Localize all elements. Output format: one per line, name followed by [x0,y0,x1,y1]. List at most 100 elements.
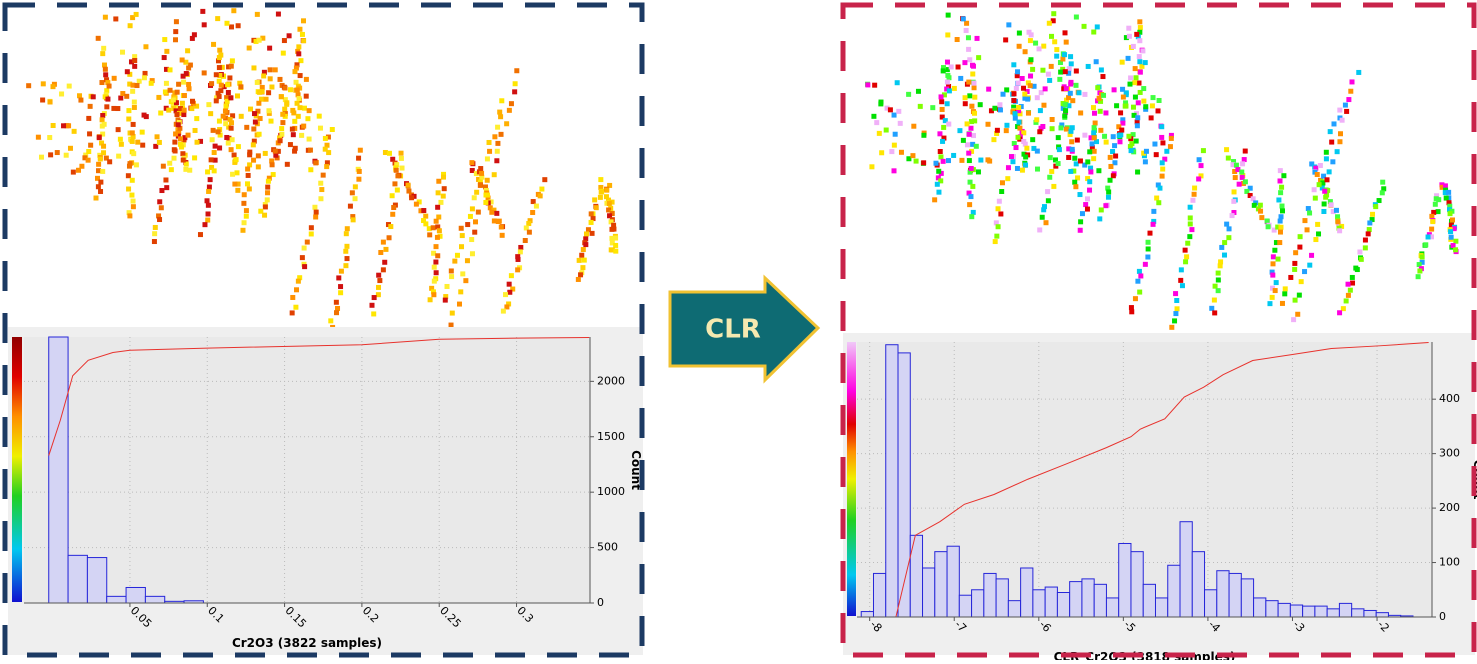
bar [1154,597,1169,618]
sample-point [101,143,107,149]
sample-point [156,94,162,100]
sample-point [1015,134,1021,140]
sample-point [1275,224,1281,230]
sample-point [1066,66,1072,72]
sample-point [292,69,298,75]
sample-point [129,177,135,183]
sample-point [1094,24,1100,30]
bar [860,611,874,618]
sample-point [498,131,504,137]
sample-point [999,189,1005,195]
bar [885,344,899,618]
sample-point [1031,83,1037,89]
sample-point [1041,43,1047,49]
sample-point [217,145,223,151]
bar [1228,572,1242,618]
sample-point [1370,211,1376,217]
sample-point [67,145,73,151]
sample-point [1034,95,1040,101]
sample-point [1060,56,1066,62]
sample-point [964,20,970,26]
sample-point [299,31,305,37]
sample-point [579,252,585,258]
bar [1020,567,1034,618]
sample-point [1051,183,1057,189]
sample-point [1057,60,1063,66]
sample-point [1345,292,1351,298]
sample-point [437,233,443,239]
sample-point [1066,103,1072,109]
sample-point [47,135,53,141]
bar [144,595,166,604]
sample-point [105,80,111,86]
sample-point [1137,69,1143,75]
sample-point [1030,66,1036,72]
sample-point [1024,145,1030,151]
sample-point [1321,173,1327,179]
sample-point [1140,48,1146,54]
sample-point [222,108,228,114]
sample-point [133,162,139,168]
sample-point [352,196,358,202]
point-clouds [26,8,1459,330]
sample-point [206,184,212,190]
sample-point [61,123,67,129]
sample-point [319,187,325,193]
sample-point [413,201,419,207]
sample-point [1224,221,1230,227]
sample-point [1302,269,1308,275]
sample-point [216,94,222,100]
sample-point [1026,29,1032,35]
sample-point [99,117,105,123]
sample-point [247,152,253,158]
sample-point [1100,74,1106,80]
sample-point [1349,274,1355,280]
sample-point [1005,165,1011,171]
sample-point [238,113,244,119]
sample-point [1350,280,1356,286]
sample-point [38,154,44,160]
sample-point [405,182,411,188]
sample-point [164,185,170,191]
sample-point [1141,153,1147,159]
sample-point [971,80,977,86]
sample-point [1379,190,1385,196]
sample-point [460,271,466,277]
sample-point [162,37,168,43]
sample-point [260,35,266,41]
sample-point [1123,35,1129,41]
sample-point [1091,135,1097,141]
sample-point [104,88,110,94]
sample-point [431,264,437,270]
sample-point [1174,297,1180,303]
sample-point [333,299,339,305]
sample-point [329,127,335,133]
sample-point [96,161,102,167]
sample-point [1107,177,1113,183]
sample-point [226,64,232,70]
sample-point [1362,237,1368,243]
sample-point [1320,180,1326,186]
sample-point [173,108,179,114]
sample-point [1039,214,1045,220]
sample-point [951,85,957,91]
sample-point [526,221,532,227]
sample-point [935,175,941,181]
plot-area [24,337,590,603]
sample-point [1307,210,1313,216]
sample-point [96,135,102,141]
sample-point [326,150,332,156]
sample-point [1126,33,1132,39]
sample-point [290,107,296,113]
sample-point [1011,91,1017,97]
sample-point [1196,176,1202,182]
sample-point [968,194,974,200]
sample-point [1343,298,1349,304]
sample-point [606,207,612,213]
sample-point [208,111,214,117]
sample-point [1365,231,1371,237]
sample-point [1278,214,1284,220]
sample-point [140,142,146,148]
sample-point [1068,54,1074,60]
sample-point [1356,69,1362,75]
